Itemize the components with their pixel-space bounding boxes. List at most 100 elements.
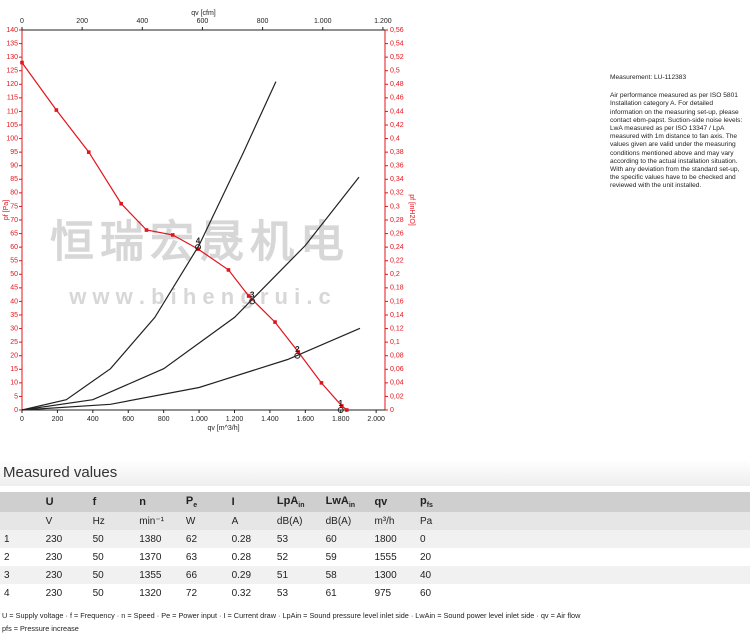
y-tick-label: 10 [10, 380, 18, 387]
unit-text: W [185, 515, 196, 527]
operating-point [294, 352, 301, 359]
y2-tick-label: 0,44 [390, 108, 404, 115]
y2-tick-label: 0,04 [390, 380, 404, 387]
x2-tick-label: 1.000 [314, 18, 332, 25]
point-marker [319, 381, 324, 385]
y-tick-label: 40 [10, 298, 18, 305]
operating-point [249, 298, 256, 305]
x-axis-label: qv [m^3/h] [207, 425, 239, 432]
table-row: 3 230 50 1355 66 0.29 51 58 1300 40 [0, 566, 750, 584]
cell-text: 1320 [139, 587, 162, 599]
cell-text: 1555 [374, 551, 397, 563]
data-cell: 53 [273, 584, 322, 602]
y2-tick-label: 0,24 [390, 244, 404, 251]
unit-cell: dB(A) [272, 512, 322, 530]
data-cell: 1 [0, 530, 42, 548]
data-cell: 4 [0, 584, 42, 602]
y-tick-label: 140 [6, 27, 18, 34]
y-tick-label: 20 [10, 353, 18, 360]
y-tick-label: 55 [10, 258, 18, 265]
data-cell: 40 [415, 566, 750, 584]
point-marker [86, 150, 91, 154]
cell-text: 72 [185, 587, 198, 599]
data-cell: 52 [273, 548, 322, 566]
point-marker [20, 60, 24, 65]
data-cell: 0 [415, 530, 750, 548]
y-tick-label: 110 [7, 108, 18, 115]
data-cell: 230 [41, 566, 89, 584]
footnote: pfs = Pressure increase [2, 624, 79, 633]
header-sub: in [348, 502, 356, 510]
cell-text: 1370 [139, 551, 162, 563]
unit-cell: m³/h [370, 512, 416, 530]
point-marker [273, 320, 277, 324]
point-marker [246, 294, 251, 298]
unit-cell: V [41, 512, 89, 530]
data-cell: 2 [0, 548, 42, 566]
cell-text: 50 [92, 587, 104, 599]
y-tick-label: 60 [10, 244, 18, 251]
data-cell: 66 [181, 566, 228, 584]
watermark-url: w w w . b i h e n g r u i . c [68, 284, 331, 309]
y-tick-label: 95 [10, 149, 18, 156]
x2-tick-label: 400 [136, 18, 148, 25]
y2-tick-label: 0,48 [390, 81, 404, 88]
data-cell: 58 [321, 566, 371, 584]
cell-text: 51 [276, 569, 289, 581]
y-tick-label: 50 [10, 271, 18, 278]
y-tick-label: 25 [10, 339, 18, 346]
y2-tick-label: 0,3 [390, 203, 400, 210]
data-cell: 61 [322, 584, 371, 602]
data-cell: 60 [416, 584, 750, 602]
y2-tick-label: 0,38 [390, 149, 404, 156]
y-tick-label: 85 [10, 176, 18, 183]
y2-tick-label: 0,1 [390, 339, 400, 346]
header-text: P [185, 494, 194, 507]
operating-point-label: 2 [295, 345, 300, 354]
y2-tick-label: 0,36 [390, 163, 404, 170]
header-text: p [419, 494, 427, 507]
cell-text: 40 [419, 569, 432, 581]
cell-text: 52 [276, 551, 289, 563]
measurement-note: Measurement: LU-112383 Air performance m… [610, 74, 746, 191]
y-tick-label: 90 [10, 163, 18, 170]
cell-text: 50 [92, 533, 104, 545]
section-title: Measured values [3, 464, 118, 481]
chart: 恒瑞宏晟机电 w w w . b i h e n g r u i . c 0 5 1… [3, 10, 415, 432]
data-cell: 1300 [370, 566, 416, 584]
y-tick-label: 70 [10, 217, 18, 224]
y2-tick-label: 0,34 [390, 176, 404, 183]
x-tick-label: 0 [20, 416, 24, 423]
y-tick-label: 45 [10, 285, 18, 292]
y2-tick-label: 0,32 [390, 190, 404, 197]
cell-text: 2 [4, 551, 10, 563]
data-cell: 975 [370, 584, 416, 602]
unit-cell: W [181, 512, 228, 530]
x-tick-label: 600 [122, 416, 134, 423]
data-cell: 20 [416, 548, 750, 566]
y-tick-label: 15 [10, 366, 18, 373]
y2-tick-label: 0,4 [390, 135, 400, 142]
header-cell: f [88, 492, 136, 512]
footnote: U = Supply voltage · f = Frequency · n =… [2, 611, 581, 620]
point-marker [119, 201, 123, 206]
y-tick-label: 135 [6, 40, 18, 47]
y-tick-label: 125 [6, 68, 18, 75]
unit-text: A [231, 515, 239, 527]
cell-text: 1380 [139, 533, 162, 545]
point-marker [344, 408, 349, 412]
cell-text: 975 [374, 587, 392, 599]
x2-tick-label: 600 [197, 18, 209, 25]
data-cell: 1800 [370, 530, 416, 548]
data-cell: 63 [182, 548, 228, 566]
y2-tick-label: 0,42 [390, 122, 404, 129]
y2-tick-label: 0,46 [390, 95, 404, 102]
unit-cell: min⁻¹ [135, 512, 182, 530]
y2-tick-label: 0,22 [390, 258, 404, 265]
cell-text: 50 [92, 551, 104, 563]
cell-text: 63 [185, 551, 198, 563]
unit-text: dB(A) [276, 515, 303, 527]
y2-tick-label: 0,12 [390, 325, 404, 332]
cell-text: 230 [45, 533, 63, 545]
